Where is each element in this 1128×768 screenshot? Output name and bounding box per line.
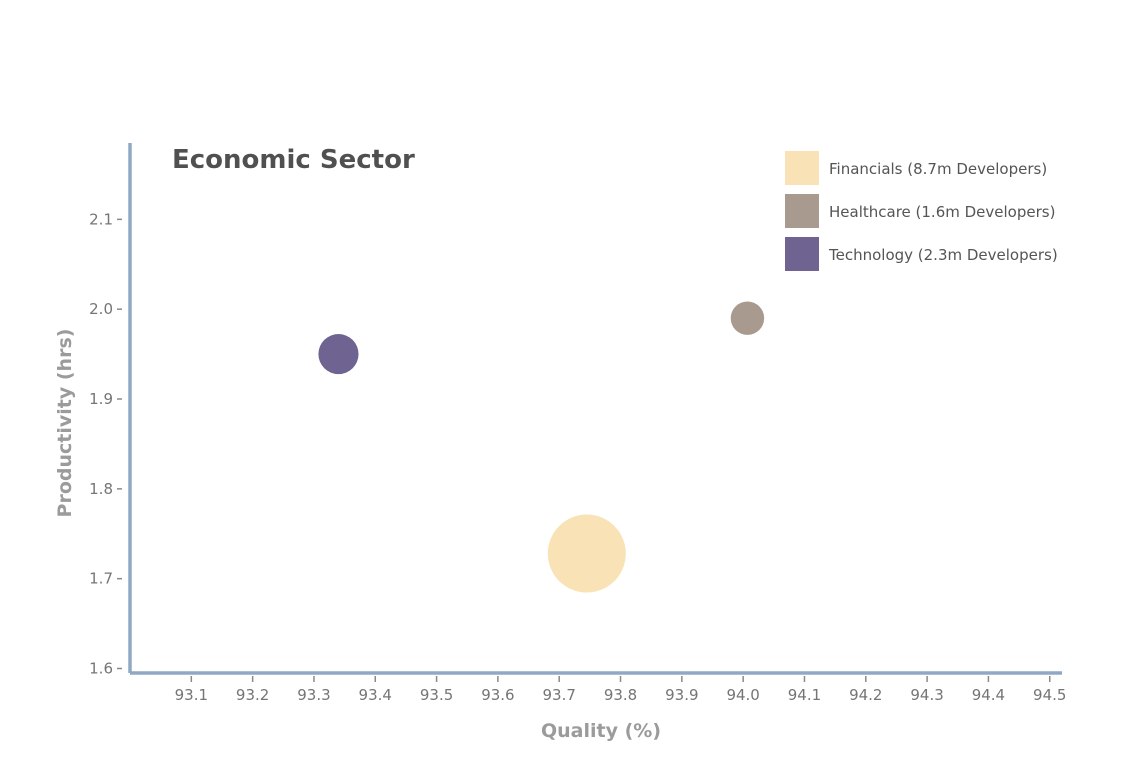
- x-tick-label: 93.7: [543, 686, 576, 704]
- x-tick-label: 93.1: [175, 686, 208, 704]
- y-axis-title: Productivity (hrs): [54, 329, 76, 518]
- legend-label-financials: Financials (8.7m Developers): [829, 160, 1047, 178]
- y-axis-ticks: 1.6 1.7 1.8 1.9 2.0 2.1: [89, 210, 122, 678]
- bubble-financials: [547, 514, 626, 593]
- x-tick-label: 94.5: [1033, 686, 1066, 704]
- y-tick-label: 1.7: [89, 570, 113, 588]
- x-axis-ticks: 93.1 93.2 93.3 93.4 93.5 93.6 93.7 93.8 93.9 94.0…: [175, 676, 1066, 704]
- x-tick-label: 93.4: [359, 686, 392, 704]
- y-tick-label: 2.0: [89, 300, 113, 318]
- y-tick-label: 2.1: [89, 210, 113, 228]
- y-tick-label: 1.8: [89, 480, 113, 498]
- x-tick-label: 93.8: [604, 686, 637, 704]
- x-tick-label: 94.1: [788, 686, 821, 704]
- legend-label-healthcare: Healthcare (1.6m Developers): [829, 203, 1055, 221]
- x-axis-title: Quality (%): [541, 720, 661, 742]
- legend-swatch-financials: [785, 151, 819, 185]
- legend-label-technology: Technology (2.3m Developers): [828, 246, 1058, 264]
- chart-title: Economic Sector: [172, 145, 415, 175]
- x-tick-label: 94.2: [849, 686, 882, 704]
- legend-swatch-technology: [785, 237, 819, 271]
- x-tick-label: 93.9: [665, 686, 698, 704]
- bubble-healthcare: [730, 301, 765, 335]
- x-tick-label: 94.4: [972, 686, 1005, 704]
- legend-swatch-healthcare: [785, 194, 819, 228]
- bubble-series: [318, 301, 765, 593]
- x-tick-label: 93.6: [481, 686, 514, 704]
- x-tick-label: 94.0: [726, 686, 759, 704]
- x-tick-label: 93.2: [236, 686, 269, 704]
- legend: Financials (8.7m Developers) Healthcare (…: [785, 151, 1058, 271]
- x-tick-label: 93.5: [420, 686, 453, 704]
- bubble-technology: [318, 334, 359, 375]
- y-tick-label: 1.9: [89, 390, 113, 408]
- y-tick-label: 1.6: [89, 660, 113, 678]
- x-tick-label: 94.3: [910, 686, 943, 704]
- x-tick-label: 93.3: [297, 686, 330, 704]
